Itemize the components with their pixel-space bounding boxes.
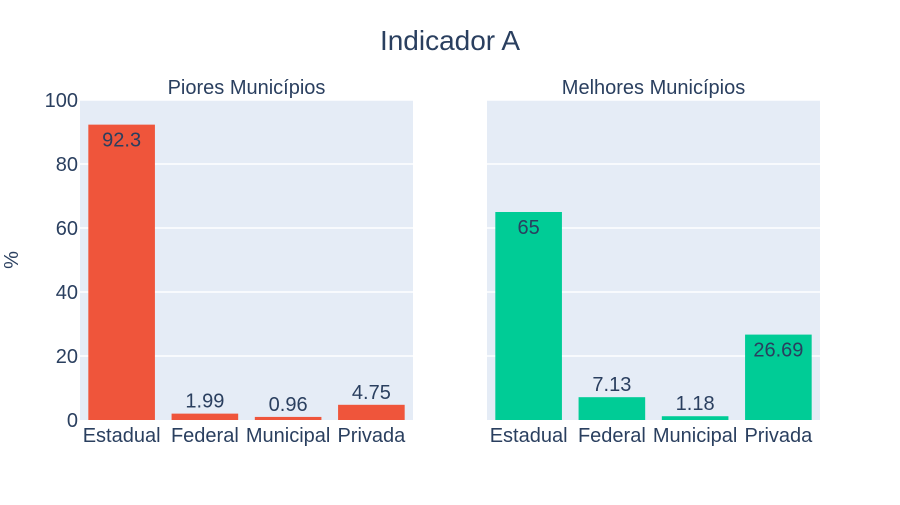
bar-value-label: 92.3 <box>102 130 141 152</box>
x-tick-label: Municipal <box>246 425 330 447</box>
bar <box>495 212 562 420</box>
y-tick-label: 100 <box>45 90 78 112</box>
panel-1: 0 20 40 60 80 100 Piores Municípios 92.3 Estadua… <box>45 77 413 447</box>
x-tick-label: Estadual <box>83 425 161 447</box>
bar <box>661 416 729 420</box>
subplot-title: Melhores Municípios <box>562 77 745 99</box>
y-tick-label: 0 <box>67 410 78 432</box>
bar <box>338 404 405 420</box>
x-tick-label: Federal <box>171 425 239 447</box>
bar-value-label: 1.99 <box>185 391 224 413</box>
x-tick-label: Privada <box>337 425 406 447</box>
x-tick-label: Privada <box>744 425 813 447</box>
bar-value-label: 1.18 <box>676 393 715 415</box>
x-tick-label: Estadual <box>490 425 568 447</box>
y-tick-label: 20 <box>56 346 78 368</box>
subplot-title: Piores Municípios <box>168 77 326 99</box>
y-tick-label: 40 <box>56 282 78 304</box>
panel-2: Melhores Municípios 65 Estadual 7.13 Federal… <box>487 77 820 447</box>
bar-value-label: 65 <box>518 217 540 239</box>
x-tick-label: Municipal <box>653 425 737 447</box>
bar <box>254 416 322 420</box>
y-tick-label: 80 <box>56 154 78 176</box>
chart-title: Indicador A <box>380 25 520 56</box>
bar <box>578 397 646 420</box>
bar <box>171 413 239 420</box>
bar-value-label: 0.96 <box>269 394 308 416</box>
bar <box>745 334 812 420</box>
chart-panels: 0 20 40 60 80 100 Piores Municípios 92.3 Estadua… <box>45 77 820 447</box>
bar-value-label: 7.13 <box>592 374 631 396</box>
x-tick-label: Federal <box>578 425 646 447</box>
bar <box>88 124 155 420</box>
bar-value-label: 4.75 <box>352 382 391 404</box>
y-tick-label: 60 <box>56 218 78 240</box>
bar-value-label: 26.69 <box>753 340 803 362</box>
y-axis-label: % <box>1 251 23 269</box>
